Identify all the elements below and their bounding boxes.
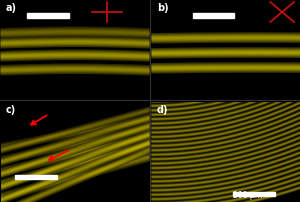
Text: c): c)	[6, 105, 16, 115]
Text: a): a)	[6, 3, 17, 13]
Text: b): b)	[157, 3, 169, 13]
Text: 200 μm: 200 μm	[233, 191, 262, 200]
Bar	[233, 192, 275, 196]
Bar	[193, 14, 234, 18]
Bar	[27, 14, 69, 18]
Bar	[15, 175, 57, 179]
Text: d): d)	[157, 105, 168, 115]
